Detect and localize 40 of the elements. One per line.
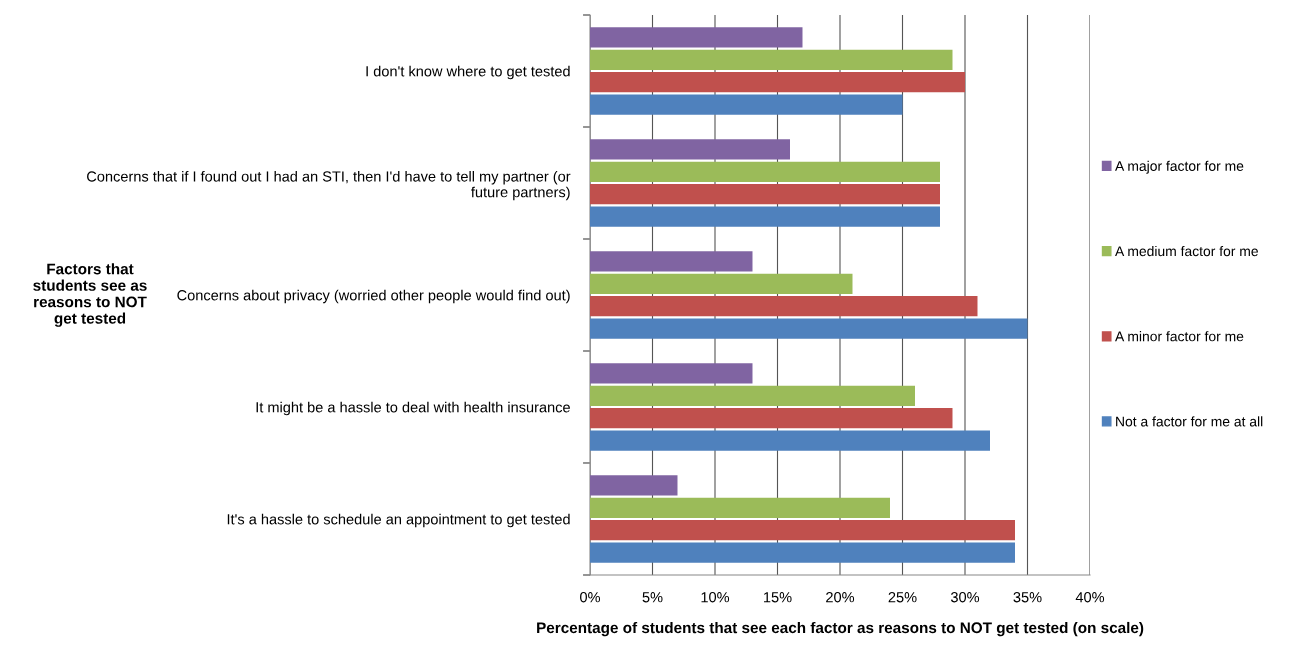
x-tick-label: 40% bbox=[1075, 592, 1105, 603]
x-tick-label: 20% bbox=[826, 592, 855, 603]
bar bbox=[590, 542, 1015, 563]
bar bbox=[590, 273, 853, 294]
bar bbox=[590, 475, 678, 496]
bar bbox=[590, 520, 1015, 541]
x-tick-label: 35% bbox=[1013, 592, 1042, 603]
bar bbox=[590, 430, 990, 451]
bar bbox=[590, 363, 753, 384]
x-tick-label: 15% bbox=[764, 592, 792, 603]
bar bbox=[590, 251, 753, 272]
y-tick-label: Concerns that if I found out I had an STI, then I'd have to tell my partner (or future partners) bbox=[87, 170, 571, 201]
x-tick-label: 0% bbox=[580, 592, 601, 603]
legend-label: A major factor for me bbox=[1115, 160, 1244, 174]
bar bbox=[590, 408, 953, 429]
bar bbox=[590, 139, 790, 160]
y-tick-label: It's a hassle to schedule an appointment to get tested bbox=[227, 513, 570, 528]
x-tick-label: 30% bbox=[950, 592, 980, 603]
bar bbox=[590, 184, 940, 205]
bar bbox=[590, 27, 803, 48]
bar bbox=[590, 497, 890, 518]
bar bbox=[590, 161, 940, 182]
y-tick-label: Concerns about privacy (worried other people would find out) bbox=[177, 289, 570, 304]
bar bbox=[590, 49, 953, 70]
legend-label: Not a factor for me at all bbox=[1116, 416, 1263, 427]
y-tick-label: It might be a hassle to deal with health insurance bbox=[256, 401, 570, 416]
x-tick-label: 5% bbox=[642, 592, 663, 603]
y-axis-title: Factors that students see as reasons to NOT get tested bbox=[33, 263, 147, 327]
bar bbox=[590, 385, 915, 406]
x-tick-label: 10% bbox=[701, 592, 730, 603]
bar bbox=[590, 318, 1028, 339]
legend-label: A medium factor for me bbox=[1115, 245, 1258, 257]
bar bbox=[590, 296, 978, 317]
bar bbox=[590, 72, 965, 93]
bar bbox=[590, 206, 940, 227]
x-tick-label: 25% bbox=[888, 592, 917, 603]
legend-label: A minor factor for me bbox=[1115, 331, 1244, 342]
y-tick-label: I don't know where to get tested bbox=[366, 65, 570, 80]
x-axis-title: Percentage of students that see each factor as reasons to NOT get tested (on scale) bbox=[537, 621, 1144, 637]
bar bbox=[590, 94, 903, 115]
